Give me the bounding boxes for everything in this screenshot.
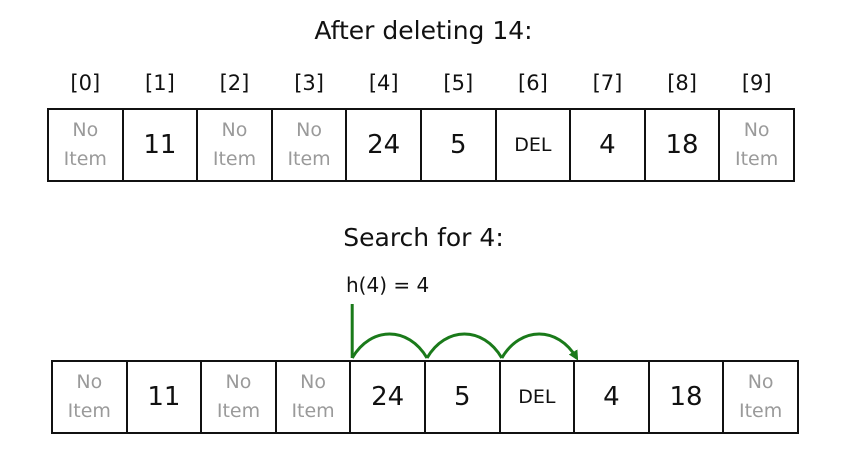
deleted-slot: DEL xyxy=(498,362,574,432)
index-label: [1] xyxy=(145,71,175,95)
slot-value: 5 xyxy=(423,362,499,432)
search-title: Search for 4: xyxy=(343,223,504,252)
empty-slot: No Item xyxy=(67,371,111,422)
slot-value: 4 xyxy=(573,362,648,432)
empty-slot: No Item xyxy=(196,110,271,180)
index-label: [6] xyxy=(518,71,548,95)
empty-slot: No Item xyxy=(718,110,793,180)
slot-value: 24 xyxy=(349,362,424,432)
index-label: [0] xyxy=(70,71,101,95)
hash-table-after-delete: No Item 11 No Item No Item 24 5 DEL 4 18 No Item xyxy=(47,108,795,182)
empty-slot: No Item xyxy=(270,110,346,180)
empty-slot: No Item xyxy=(63,119,107,170)
slot-value: 5 xyxy=(419,110,495,180)
deleted-slot: DEL xyxy=(494,110,570,180)
probe-arc xyxy=(500,332,579,361)
hash-table-search: No Item 11 No Item No Item 24 5 DEL 4 18 No Item xyxy=(51,360,799,434)
index-label: [5] xyxy=(443,71,474,95)
slot-value: 11 xyxy=(125,362,201,432)
probe-arc xyxy=(425,332,504,359)
after-delete-title: After deleting 14: xyxy=(314,16,533,45)
index-label: [8] xyxy=(667,71,697,95)
empty-slot: No Item xyxy=(200,362,275,432)
index-label: [7] xyxy=(592,71,623,95)
index-label: [2] xyxy=(219,71,250,95)
empty-slot: No Item xyxy=(274,362,350,432)
index-label: [9] xyxy=(741,71,772,95)
slot-value: 4 xyxy=(569,110,644,180)
slot-value: 18 xyxy=(643,110,719,180)
empty-slot: No Item xyxy=(722,362,797,432)
slot-value: 18 xyxy=(647,362,723,432)
hash-function-label: h(4) = 4 xyxy=(346,273,430,297)
slot-value: 24 xyxy=(345,110,420,180)
slot-value: 11 xyxy=(121,110,197,180)
probe-arc xyxy=(350,332,429,359)
index-label: [4] xyxy=(368,71,399,95)
index-label: [3] xyxy=(294,71,324,95)
